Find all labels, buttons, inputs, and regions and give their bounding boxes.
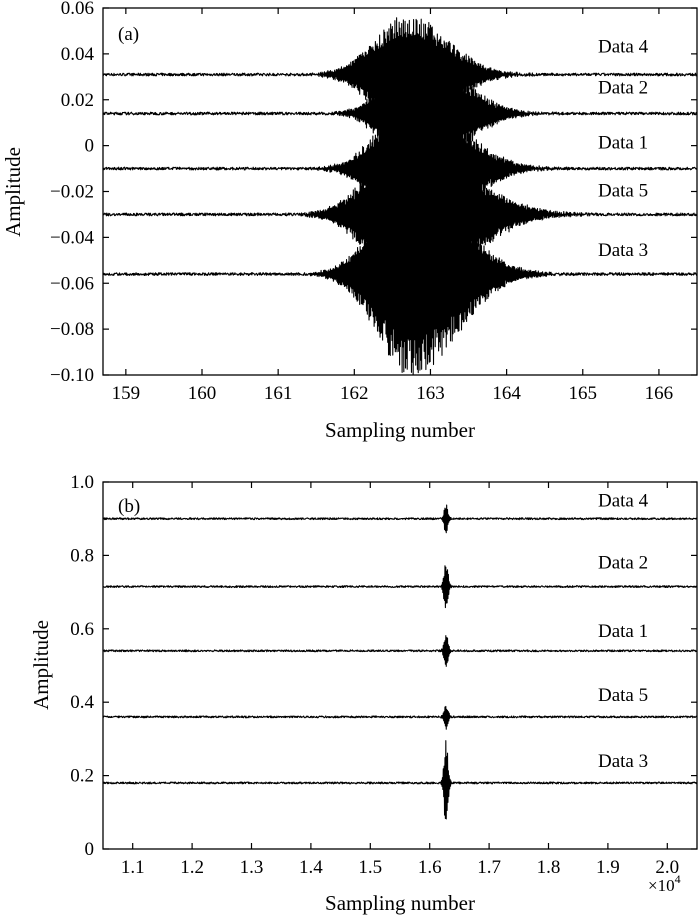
y-tick-label-b-0: 1.0 (70, 472, 94, 493)
series-label-a-data-5: Data 5 (598, 180, 648, 201)
series-label-b-data-2: Data 2 (598, 553, 648, 574)
y-tick-label-b-5: 0 (85, 839, 95, 860)
x-tick-label-a-3: 162 (340, 383, 369, 404)
panel-a: 159 160 161 162 163 164 165 166 0.06 0.04 0.02 0 −0… (1, 0, 698, 442)
series-group-b (102, 504, 698, 820)
series-line-a-data-3 (102, 172, 698, 376)
x-tick-label-b-1: 1.2 (180, 857, 204, 878)
x-axis-scale-exponent: 4 (675, 872, 681, 886)
series-label-b-data-3: Data 3 (598, 751, 648, 772)
panel-label-b: (b) (118, 496, 140, 517)
y-tick-label-a-2: 0.02 (61, 90, 94, 111)
x-axis-scale-label-b: ×104 (648, 872, 681, 895)
y-axis-title-a: Amplitude (1, 147, 25, 237)
x-tick-label-a-2: 161 (264, 383, 293, 404)
y-tick-label-b-1: 0.8 (70, 545, 94, 566)
panel-label-a: (a) (118, 24, 139, 45)
series-line-b-data-4 (102, 504, 698, 534)
x-tick-label-b-8: 1.9 (596, 857, 620, 878)
y-tick-label-a-4: −0.02 (50, 182, 94, 203)
y-tick-label-a-3: 0 (85, 136, 95, 157)
x-tick-label-b-5: 1.6 (418, 857, 442, 878)
series-line-b-data-1 (102, 635, 698, 667)
y-tick-label-b-2: 0.6 (70, 619, 94, 640)
plot-frame-b (102, 481, 698, 850)
x-tick-label-b-3: 1.4 (299, 857, 323, 878)
series-label-a-data-4: Data 4 (598, 37, 649, 58)
x-tick-label-a-6: 165 (569, 383, 598, 404)
series-line-a-data-5 (102, 133, 698, 297)
x-tick-label-b-9: 2.0 (655, 857, 679, 878)
series-labels-a: Data 4 Data 2 Data 1 Data 5 Data 3 (598, 37, 649, 262)
series-line-b-data-3 (102, 740, 698, 820)
x-tick-label-b-6: 1.7 (477, 857, 501, 878)
x-tick-label-a-0: 159 (112, 383, 141, 404)
series-labels-b: Data 4 Data 2 Data 1 Data 5 Data 3 (598, 491, 649, 772)
x-axis-title-a: Sampling number (325, 418, 475, 442)
series-line-a-data-1 (102, 95, 698, 244)
series-line-a-data-2 (102, 44, 698, 182)
y-axis-title-b: Amplitude (29, 620, 53, 710)
series-label-b-data-1: Data 1 (598, 621, 648, 642)
x-tick-label-b-0: 1.1 (121, 857, 145, 878)
series-line-a-data-4 (102, 17, 698, 133)
x-tick-label-b-4: 1.5 (358, 857, 382, 878)
x-axis-scale-base: ×10 (648, 876, 675, 895)
x-tick-label-b-2: 1.3 (240, 857, 264, 878)
y-axis-a: 0.06 0.04 0.02 0 −0.02 −0.04 −0.06 −0.08 −0.10 (50, 0, 697, 386)
x-tick-label-a-5: 164 (492, 383, 521, 404)
y-tick-label-a-0: 0.06 (61, 0, 94, 19)
y-tick-label-a-7: −0.08 (50, 319, 94, 340)
series-group-a (102, 17, 698, 376)
series-label-b-data-4: Data 4 (598, 491, 649, 512)
y-tick-label-a-1: 0.04 (61, 44, 95, 65)
series-label-b-data-5: Data 5 (598, 685, 648, 706)
x-axis-b: 1.1 1.2 1.3 1.4 1.5 1.6 1.7 1.8 1.9 2.0 (121, 482, 679, 878)
series-label-a-data-3: Data 3 (598, 240, 648, 261)
x-tick-label-b-7: 1.8 (537, 857, 561, 878)
y-tick-label-b-4: 0.2 (70, 766, 94, 787)
x-tick-label-a-7: 166 (645, 383, 674, 404)
x-tick-label-a-4: 163 (416, 383, 445, 404)
y-tick-label-a-5: −0.04 (50, 227, 94, 248)
y-tick-label-a-6: −0.06 (50, 273, 94, 294)
series-label-a-data-1: Data 1 (598, 133, 648, 154)
y-axis-b: 1.0 0.8 0.6 0.4 0.2 0 (70, 472, 697, 860)
series-line-b-data-2 (102, 565, 698, 609)
x-axis-a: 159 160 161 162 163 164 165 166 (112, 8, 674, 404)
x-axis-title-b: Sampling number (325, 891, 475, 915)
y-tick-label-b-3: 0.4 (70, 692, 94, 713)
y-tick-label-a-8: −0.10 (50, 365, 94, 386)
x-tick-label-a-1: 160 (188, 383, 217, 404)
series-label-a-data-2: Data 2 (598, 78, 648, 99)
series-line-b-data-5 (102, 705, 698, 730)
panel-b: 1.1 1.2 1.3 1.4 1.5 1.6 1.7 1.8 1.9 2.0 1.0 0.8 0.6… (29, 472, 698, 915)
